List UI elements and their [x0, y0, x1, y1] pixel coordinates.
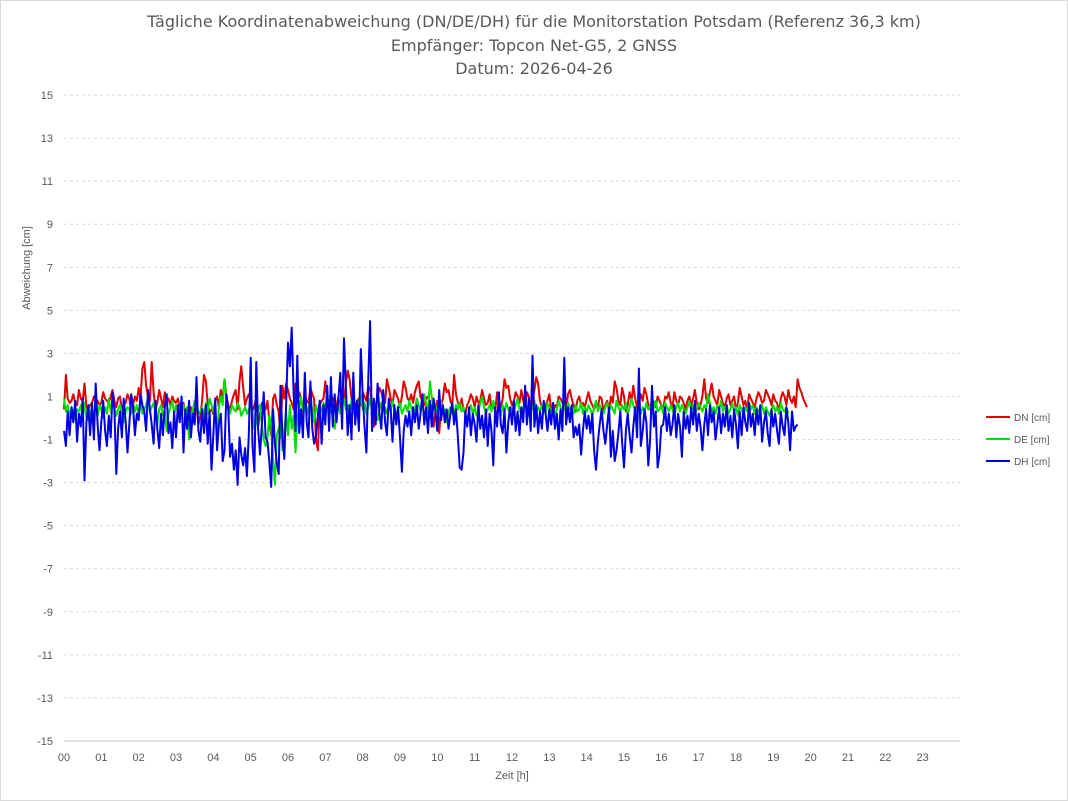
chart-title: Tägliche Koordinatenabweichung (DN/DE/DH…	[147, 12, 921, 31]
x-tick-label: 03	[170, 752, 182, 764]
legend-label: DH [cm]	[1014, 457, 1050, 468]
chart-subtitle: Empfänger: Topcon Net-G5, 2 GNSS	[390, 36, 678, 55]
y-tick-label: 7	[47, 262, 53, 274]
y-tick-label: -7	[43, 564, 53, 576]
x-tick-label: 07	[319, 752, 331, 764]
y-tick-label: 13	[41, 133, 53, 145]
y-tick-label: -5	[43, 521, 53, 533]
y-tick-label: -15	[37, 736, 53, 748]
grid-lines	[64, 94, 960, 699]
y-tick-label: -3	[43, 478, 53, 490]
x-tick-label: 21	[842, 752, 854, 764]
x-tick-label: 02	[133, 752, 145, 764]
series-line	[63, 320, 799, 488]
x-tick-label: 15	[618, 752, 630, 764]
y-tick-label: 15	[41, 90, 53, 102]
x-tick-label: 23	[917, 752, 929, 764]
y-tick-label: 9	[47, 219, 53, 231]
x-tick-label: 00	[58, 752, 70, 764]
x-tick-label: 22	[879, 752, 891, 764]
chart-date: Datum: 2026-04-26	[455, 59, 613, 78]
x-tick-label: 20	[805, 752, 817, 764]
legend-label: DN [cm]	[1014, 413, 1050, 424]
series-lines	[63, 320, 808, 488]
y-tick-label: 3	[47, 348, 53, 360]
y-tick-label: -1	[43, 435, 53, 447]
legend-label: DE [cm]	[1014, 435, 1050, 446]
y-tick-label: -9	[43, 607, 53, 619]
y-tick-label: 5	[47, 305, 53, 317]
x-tick-label: 05	[245, 752, 257, 764]
x-axis-label: Zeit [h]	[495, 770, 529, 782]
y-tick-label: 11	[42, 176, 53, 188]
x-tick-label: 01	[95, 752, 107, 764]
x-tick-label: 18	[730, 752, 742, 764]
x-tick-label: 10	[431, 752, 443, 764]
legend: DN [cm] DE [cm] DH [cm]	[986, 413, 1050, 468]
x-tick-label: 14	[581, 752, 593, 764]
x-tick-label: 13	[543, 752, 555, 764]
y-axis-ticks: 15 13 11 9 7 5 3 1 -1 -3 -5 -7 -9 -11 -13 -15	[37, 90, 53, 748]
x-tick-label: 08	[357, 752, 369, 764]
x-tick-label: 06	[282, 752, 294, 764]
y-tick-label: -11	[38, 650, 53, 662]
x-tick-label: 12	[506, 752, 518, 764]
x-tick-label: 04	[207, 752, 219, 764]
y-axis-label: Abweichung [cm]	[21, 226, 33, 310]
x-axis-ticks: 00 01 02 03 04 05 06 07 08 09 10 11 12 13 14 15 16 17 18 19…	[58, 752, 929, 764]
x-tick-label: 09	[394, 752, 406, 764]
x-tick-label: 19	[767, 752, 779, 764]
y-tick-label: 1	[47, 391, 53, 403]
x-tick-label: 16	[655, 752, 667, 764]
x-tick-label: 17	[693, 752, 705, 764]
y-tick-label: -13	[37, 693, 53, 705]
x-tick-label: 11	[469, 752, 480, 764]
